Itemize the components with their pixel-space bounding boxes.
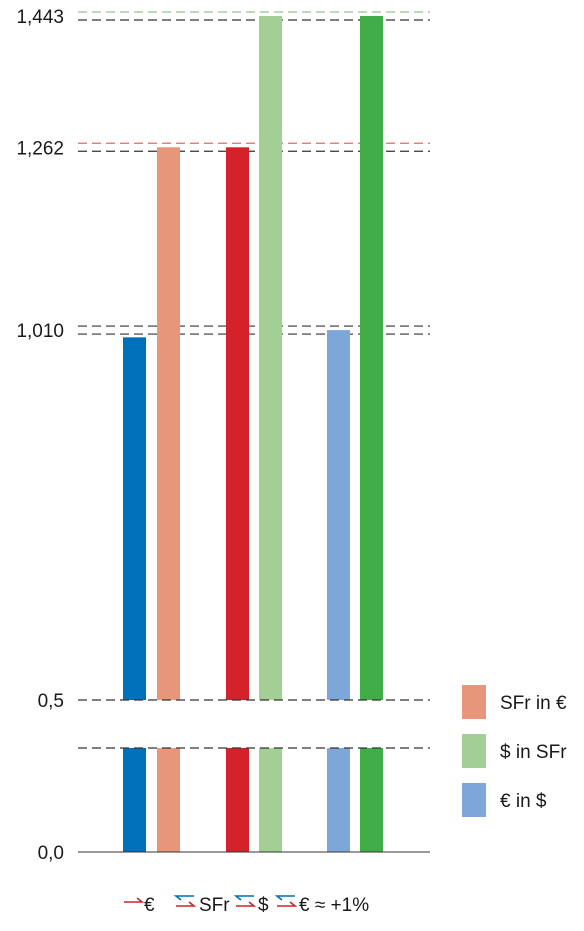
y-tick-label-2: 0,5: [38, 691, 64, 712]
caption-euro: €: [144, 895, 155, 916]
bar-1-upper: [123, 337, 146, 700]
legend-swatch-2: [462, 734, 486, 768]
reference-lines: [78, 11, 430, 335]
legend-swatch-3: [462, 783, 486, 817]
legend-label-2: $ in SFr: [500, 742, 567, 763]
y-tick-label-1: 0,0: [38, 843, 64, 864]
bar-5-upper: [327, 330, 350, 700]
bar-2-upper: [157, 147, 180, 701]
bar-3-upper: [226, 147, 249, 701]
legend-label-3: € in $: [500, 791, 547, 812]
bar-6-upper: [360, 16, 383, 700]
y-tick-label-4: 1,262: [16, 138, 64, 159]
y-tick-label-3: 1,010: [16, 321, 64, 342]
y-tick-label-5: 1,443: [16, 7, 64, 28]
caption-arrow-2-back: [173, 895, 194, 901]
legend: SFr in € $ in SFr € in $: [462, 685, 567, 817]
bar-1-lower: [123, 748, 146, 852]
caption-arrow-4-back: [274, 895, 295, 901]
caption-dollar: $: [258, 895, 269, 916]
bar-2-lower: [157, 748, 180, 852]
axis-break-lines: [78, 699, 430, 749]
caption-arrow-2-forward: [176, 901, 197, 907]
caption-arrow-3-back: [233, 895, 254, 901]
caption-arrow-3-forward: [236, 901, 257, 907]
bar-5-lower: [327, 748, 350, 852]
legend-label-1: SFr in €: [500, 693, 567, 714]
legend-swatch-1: [462, 685, 486, 719]
caption-arrow-4-forward: [277, 901, 298, 907]
y-tick-labels: 0,0 0,5 1,010 1,262 1,443: [16, 7, 64, 864]
caption: € SFr $ € ≈ +1%: [124, 895, 369, 916]
bar-4-upper: [259, 16, 282, 700]
caption-sfr: SFr: [199, 895, 230, 916]
caption-arrow-1: [124, 897, 145, 903]
bar-3-lower: [226, 748, 249, 852]
bar-6-lower: [360, 748, 383, 852]
bars: [123, 16, 383, 852]
bar-4-lower: [259, 748, 282, 852]
caption-euro-result: € ≈ +1%: [299, 895, 369, 916]
caption-arrows: [124, 895, 298, 907]
